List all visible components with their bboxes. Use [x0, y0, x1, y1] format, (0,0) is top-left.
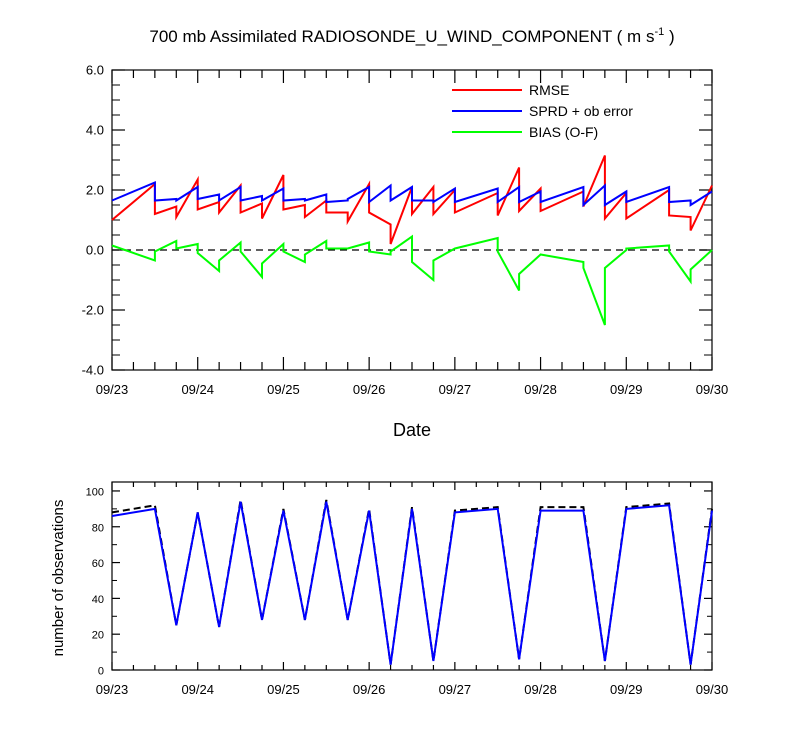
top-x-tick-label: 09/25: [267, 382, 300, 397]
chart-title: 700 mb Assimilated RADIOSONDE_U_WIND_COM…: [149, 26, 674, 46]
chart-title-main: 700 mb Assimilated RADIOSONDE_U_WIND_COM…: [149, 27, 654, 46]
top-y-tick-label: 2.0: [86, 183, 104, 198]
bottom-series-observations-dashed: [111, 499, 713, 665]
bottom-y-tick-label: 20: [92, 630, 104, 642]
bottom-x-tick-label: 09/25: [267, 682, 300, 697]
bottom-y-tick-label: 0: [98, 666, 104, 678]
legend-label: RMSE: [529, 82, 569, 98]
bottom-x-tick-label: 09/26: [353, 682, 386, 697]
top-series-rmse: [111, 155, 713, 245]
top-x-tick-label: 09/29: [610, 382, 643, 397]
top-series-sprd-ob-error: [111, 180, 713, 208]
top-y-tick-label: 6.0: [86, 63, 104, 78]
bottom-y-tick-label: 60: [92, 558, 104, 570]
top-x-tick-label: 09/28: [524, 382, 557, 397]
bottom-y-tick-label: 40: [92, 594, 104, 606]
top-y-tick-label: 4.0: [86, 123, 104, 138]
bottom-x-tick-label: 09/23: [96, 682, 129, 697]
chart-title-end: ): [664, 27, 674, 46]
top-y-tick-label: 0.0: [86, 243, 104, 258]
bottom-chart: 09/23 09/24 09/25 09/26 09/27 09/28 09/29 09/30…: [86, 481, 729, 697]
top-x-tick-label: 09/27: [439, 382, 472, 397]
bottom-y-tick-label: 100: [86, 486, 104, 498]
bottom-x-tick-label: 09/29: [610, 682, 643, 697]
top-x-tick-label: 09/26: [353, 382, 386, 397]
top-y-tick-label: -4.0: [82, 363, 104, 378]
bottom-y-tick-label: 80: [92, 522, 104, 534]
bottom-x-tick-label: 09/24: [181, 682, 214, 697]
chart-title-superscript: -1: [654, 26, 664, 38]
bottom-x-tick-label: 09/30: [696, 682, 729, 697]
top-x-tick-label: 09/23: [96, 382, 129, 397]
legend-label: SPRD + ob error: [529, 103, 633, 119]
legend-label: BIAS (O-F): [529, 124, 598, 140]
bottom-series-observations: [111, 501, 713, 665]
top-x-tick-label: 09/30: [696, 382, 729, 397]
bottom-x-tick-label: 09/28: [524, 682, 557, 697]
top-chart: 09/23 09/24 09/25 09/26 09/27 09/28 09/29 09/30…: [82, 63, 729, 398]
bottom-x-tick-label: 09/27: [439, 682, 472, 697]
top-y-tick-label: -2.0: [82, 303, 104, 318]
top-x-tick-label: 09/24: [181, 382, 214, 397]
top-series-bias-o-f: [111, 234, 713, 326]
bottom-chart-ylabel: number of observations: [50, 500, 67, 657]
top-chart-xlabel: Date: [393, 420, 431, 440]
